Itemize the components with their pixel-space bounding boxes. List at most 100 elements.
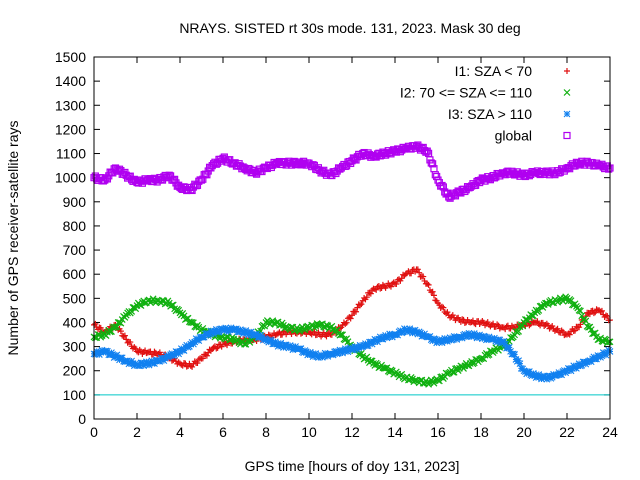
- interpolated-point: [597, 308, 604, 315]
- interpolated-point: [535, 321, 542, 328]
- interpolated-point: [382, 331, 389, 339]
- interpolated-point: [549, 322, 556, 329]
- data-point: [424, 280, 431, 287]
- x-tick-label: 16: [430, 424, 446, 440]
- interpolated-point: [288, 343, 295, 351]
- interpolated-point: [546, 372, 553, 380]
- interpolated-point: [366, 289, 373, 296]
- legend-label: I2: 70 <= SZA <= 110: [400, 85, 532, 101]
- interpolated-point: [496, 325, 503, 332]
- interpolated-point: [238, 327, 246, 335]
- interpolated-point: [554, 325, 561, 332]
- interpolated-point: [223, 325, 231, 333]
- y-tick-label: 200: [63, 363, 87, 379]
- interpolated-point: [124, 339, 131, 346]
- interpolated-point: [435, 377, 443, 385]
- y-tick-label: 1200: [55, 121, 86, 137]
- interpolated-point: [151, 360, 158, 367]
- data-point: [434, 338, 442, 346]
- y-tick-label: 1400: [55, 73, 86, 89]
- interpolated-point: [145, 361, 153, 369]
- interpolated-point: [203, 171, 211, 179]
- interpolated-point: [406, 325, 414, 333]
- interpolated-point: [470, 330, 478, 337]
- interpolated-point: [525, 368, 533, 375]
- interpolated-point: [180, 347, 188, 354]
- series-asterisk: [90, 324, 614, 383]
- legend: I1: SZA < 70 I2: 70 <= SZA <= 110 I3: SZA …: [400, 63, 571, 144]
- interpolated-point: [357, 302, 364, 309]
- interpolated-point: [203, 352, 210, 359]
- interpolated-point: [267, 337, 275, 344]
- interpolated-point: [300, 349, 308, 357]
- interpolated-point: [438, 339, 446, 347]
- interpolated-point: [576, 324, 583, 331]
- interpolated-point: [578, 362, 586, 369]
- interpolated-point: [605, 165, 613, 173]
- interpolated-point: [199, 355, 206, 362]
- interpolated-point: [329, 351, 337, 359]
- interpolated-point: [203, 329, 211, 337]
- interpolated-point: [449, 312, 456, 319]
- interpolated-point: [446, 334, 454, 342]
- data-point: [144, 349, 151, 356]
- interpolated-point: [352, 343, 360, 351]
- interpolated-point: [109, 351, 117, 358]
- interpolated-point: [439, 183, 447, 191]
- data-point: [349, 312, 355, 319]
- y-tick-label: 800: [63, 218, 87, 234]
- data-point: [563, 367, 571, 375]
- series-square: [90, 141, 614, 202]
- interpolated-point: [501, 340, 509, 348]
- interpolated-point: [459, 316, 466, 323]
- interpolated-point: [355, 344, 363, 352]
- interpolated-point: [156, 349, 163, 356]
- interpolated-point: [586, 311, 593, 318]
- x-tick-label: 18: [473, 424, 489, 440]
- interpolated-point: [567, 297, 575, 305]
- interpolated-point: [561, 332, 568, 339]
- interpolated-point: [127, 339, 134, 346]
- interpolated-point: [104, 347, 111, 355]
- interpolated-point: [306, 348, 314, 356]
- interpolated-point: [266, 336, 274, 344]
- interpolated-point: [175, 350, 183, 358]
- interpolated-point: [394, 331, 402, 339]
- y-axis-label: Number of GPS receiver-satellite rays: [5, 121, 21, 356]
- interpolated-point: [526, 322, 533, 329]
- interpolated-point: [393, 280, 400, 287]
- x-tick-label: 14: [387, 424, 403, 440]
- y-tick-label: 1300: [55, 97, 86, 113]
- y-tick-label: 400: [63, 314, 87, 330]
- interpolated-point: [92, 320, 99, 327]
- x-tick-label: 6: [219, 424, 227, 440]
- interpolated-point: [484, 319, 491, 326]
- interpolated-point: [491, 334, 498, 342]
- legend-marker: [563, 110, 571, 118]
- interpolated-point: [247, 328, 255, 336]
- interpolated-point: [439, 303, 446, 310]
- x-axis-label: GPS time [hours of doy 131, 2023]: [245, 458, 460, 474]
- interpolated-point: [272, 338, 279, 346]
- interpolated-point: [183, 363, 190, 370]
- interpolated-point: [426, 332, 434, 340]
- x-tick-label: 10: [301, 424, 317, 440]
- interpolated-point: [210, 330, 217, 338]
- y-tick-label: 700: [63, 242, 87, 258]
- interpolated-point: [572, 327, 579, 334]
- interpolated-point: [141, 361, 149, 368]
- data-point: [176, 348, 184, 355]
- axis-ticks: 0 2 4 6 8 10 12 14 16 18 20 22 240100200300400500600…: [55, 49, 618, 440]
- interpolated-point: [500, 338, 508, 345]
- data-point: [423, 147, 431, 155]
- data-point: [466, 331, 474, 338]
- y-tick-label: 100: [63, 387, 87, 403]
- interpolated-point: [194, 360, 201, 367]
- interpolated-point: [364, 342, 372, 350]
- interpolated-point: [604, 313, 611, 320]
- legend-label: global: [495, 128, 532, 144]
- interpolated-point: [297, 345, 305, 352]
- x-tick-label: 24: [602, 424, 618, 440]
- plot-frame: [93, 56, 611, 420]
